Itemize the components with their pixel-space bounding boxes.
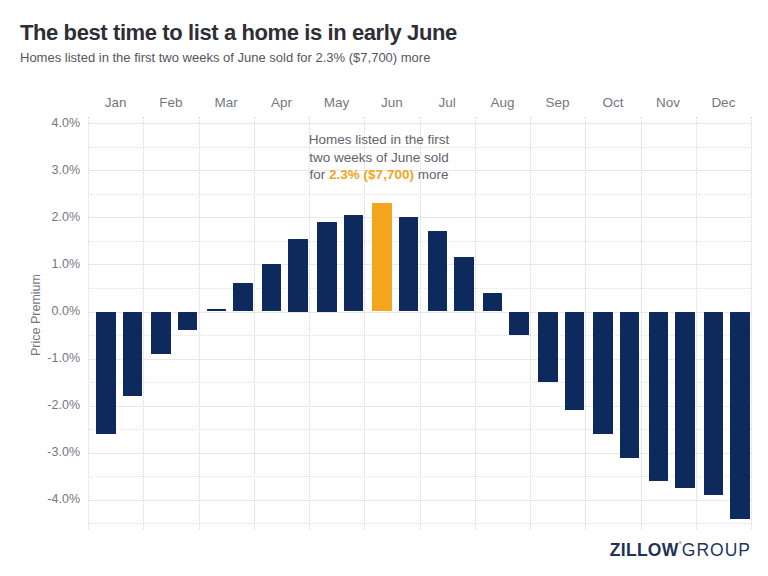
month-label-aug: Aug [474, 95, 530, 110]
bar-may-second-half [344, 215, 364, 312]
y-tick-label--4: -4.0% [20, 492, 80, 507]
bar-mar-second-half [233, 283, 253, 311]
bar-oct-second-half [620, 312, 640, 458]
y-tick-label-2: 2.0% [20, 210, 80, 225]
month-separator [143, 117, 144, 529]
annotation-line1: Homes listed in the first [309, 132, 449, 147]
chart-subtitle: Homes listed in the first two weeks of J… [20, 50, 430, 65]
bar-may-first-half [317, 222, 337, 312]
bar-sep-first-half [538, 312, 558, 383]
logo-zillow-text: ZILLOW [610, 540, 679, 560]
y-tick-label-3: 3.0% [20, 163, 80, 178]
month-separator [254, 117, 255, 529]
annotation-line3-prefix: for [310, 167, 330, 182]
month-label-jul: Jul [419, 95, 475, 110]
bar-aug-first-half [483, 293, 503, 312]
zillow-best-time-to-list-chart: The best time to list a home is in early… [0, 0, 768, 576]
month-label-jun: Jun [364, 95, 420, 110]
y-tick-label-4: 4.0% [20, 116, 80, 131]
bar-jun-first-half [372, 203, 392, 311]
y-tick-label--2: -2.0% [20, 398, 80, 413]
y-tick-label-0: 0.0% [20, 304, 80, 319]
bar-feb-first-half [151, 312, 171, 354]
bar-nov-first-half [649, 312, 669, 482]
bar-oct-first-half [593, 312, 613, 434]
bar-nov-second-half [675, 312, 695, 489]
month-label-jan: Jan [88, 95, 144, 110]
bar-dec-first-half [704, 312, 724, 496]
y-tick-label--3: -3.0% [20, 445, 80, 460]
month-separator [88, 117, 89, 529]
annotation-highlight-value: 2.3% ($7,700) [329, 167, 414, 182]
bar-jun-second-half [399, 217, 419, 311]
month-separator [530, 117, 531, 529]
bar-jul-first-half [428, 231, 448, 311]
annotation-line3-suffix: more [414, 167, 449, 182]
y-tick-label--1: -1.0% [20, 351, 80, 366]
month-label-sep: Sep [530, 95, 586, 110]
bar-jan-second-half [123, 312, 143, 397]
bar-feb-second-half [178, 312, 198, 331]
month-label-feb: Feb [143, 95, 199, 110]
bar-aug-second-half [509, 312, 529, 336]
logo-group-text: GROUP [682, 540, 751, 560]
month-label-apr: Apr [253, 95, 309, 110]
bar-jul-second-half [454, 257, 474, 311]
month-separator [475, 117, 476, 529]
month-separator [751, 117, 752, 529]
bar-apr-first-half [262, 264, 282, 311]
month-label-mar: Mar [198, 95, 254, 110]
month-label-dec: Dec [695, 95, 751, 110]
month-label-oct: Oct [585, 95, 641, 110]
month-separator [199, 117, 200, 529]
month-separator [641, 117, 642, 529]
bar-jan-first-half [96, 312, 116, 434]
bar-apr-second-half [288, 239, 308, 312]
month-label-may: May [309, 95, 365, 110]
bar-dec-second-half [730, 312, 750, 519]
month-label-nov: Nov [640, 95, 696, 110]
zillow-group-logo: ZILLOW°GROUP [610, 540, 751, 561]
month-separator [585, 117, 586, 529]
y-tick-label-1: 1.0% [20, 257, 80, 272]
bar-sep-second-half [565, 312, 585, 411]
page-title: The best time to list a home is in early… [20, 20, 457, 46]
month-separator [696, 117, 697, 529]
june-annotation: Homes listed in the first two weeks of J… [309, 131, 449, 184]
annotation-line2: two weeks of June sold [309, 150, 449, 165]
